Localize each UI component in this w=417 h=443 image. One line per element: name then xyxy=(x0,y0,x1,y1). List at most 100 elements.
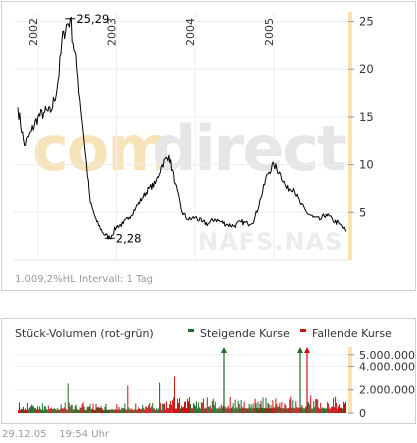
volume-bar xyxy=(158,408,160,413)
volume-bar xyxy=(79,407,81,413)
volume-bar xyxy=(254,398,256,413)
volume-bar xyxy=(244,408,246,413)
volume-bar xyxy=(122,408,124,413)
volume-bar xyxy=(102,409,104,413)
volume-bar xyxy=(245,408,247,413)
price-tick-25: 25 xyxy=(359,15,374,29)
volume-bar xyxy=(339,404,340,413)
volume-bar xyxy=(230,408,232,413)
overflow-arrow-icon xyxy=(221,347,227,353)
volume-bar xyxy=(185,401,186,413)
volume-bar xyxy=(317,399,319,413)
volume-bar xyxy=(263,408,265,413)
volume-bar xyxy=(23,406,24,413)
year-label-2005: 2005 xyxy=(263,18,276,46)
volume-bar xyxy=(87,406,89,413)
year-label-2003: 2003 xyxy=(105,18,118,46)
volume-bar xyxy=(279,402,281,413)
volume-bar xyxy=(45,408,47,413)
volume-bar xyxy=(314,407,316,413)
volume-bar xyxy=(271,408,273,413)
volume-bar xyxy=(214,401,216,413)
volume-bar xyxy=(90,409,92,413)
volume-bar xyxy=(310,395,312,413)
volume-bar xyxy=(93,410,95,413)
volume-bar xyxy=(301,405,303,413)
volume-bar xyxy=(340,407,341,413)
volume-bar xyxy=(27,409,29,413)
volume-bar xyxy=(29,406,31,413)
y-axis-bar xyxy=(348,12,352,260)
volume-bar xyxy=(106,410,108,413)
volume-bar xyxy=(194,406,196,413)
volume-bar xyxy=(170,400,172,413)
volume-bar xyxy=(239,408,241,413)
volume-bars xyxy=(18,376,346,413)
volume-bar xyxy=(198,407,200,413)
volume-bar xyxy=(257,401,259,413)
volume-bar xyxy=(53,408,55,413)
volume-bar xyxy=(58,409,60,413)
volume-bar xyxy=(98,407,100,413)
volume-bar xyxy=(21,408,22,413)
volume-bar xyxy=(43,406,45,413)
volume-bar xyxy=(130,408,132,413)
volume-bar xyxy=(241,406,243,413)
volume-bar xyxy=(341,407,342,413)
volume-bar xyxy=(101,408,103,413)
volume-bar xyxy=(332,406,334,413)
volume-bar xyxy=(256,408,258,413)
volume-bar xyxy=(240,400,242,413)
volume-bar xyxy=(274,407,276,413)
volume-bar xyxy=(70,404,72,413)
volume-bar xyxy=(197,402,199,413)
volume-bar xyxy=(264,408,266,413)
volume-bar xyxy=(330,408,332,413)
volume-bar xyxy=(285,405,287,413)
volume-bar xyxy=(247,408,249,413)
volume-bar xyxy=(320,402,322,413)
volume-bar xyxy=(268,404,270,413)
volume-bar xyxy=(60,404,62,413)
volume-bar xyxy=(109,409,111,413)
overflow-arrow-icon xyxy=(297,347,303,353)
volume-bar xyxy=(208,407,210,413)
volume-bar xyxy=(116,404,118,413)
volume-bar xyxy=(55,410,57,413)
volume-bar xyxy=(24,410,25,413)
volume-bar xyxy=(179,397,180,413)
volume-bar xyxy=(111,409,113,413)
volume-bar xyxy=(131,408,133,413)
volume-bar xyxy=(137,409,139,413)
volume-bar xyxy=(80,408,82,413)
volume-bar xyxy=(312,408,314,413)
volume-bar xyxy=(59,409,61,413)
volume-bar xyxy=(99,407,101,413)
volume-bar xyxy=(250,404,252,413)
volume-chart: Stück-Volumen (rot-grün) Steigende Kurse… xyxy=(14,327,415,420)
volume-bar xyxy=(229,396,231,413)
volume-bar xyxy=(251,408,253,413)
volume-bar xyxy=(190,403,191,413)
volume-bar xyxy=(186,408,187,413)
volume-bar xyxy=(61,408,63,413)
volume-bar xyxy=(74,405,76,413)
volume-bar xyxy=(273,407,275,413)
volume-bar xyxy=(243,401,245,413)
price-chart: com direct NAFS.NAS 2002 2003 2004 2005 … xyxy=(14,12,374,285)
watermark-direct: direct xyxy=(152,112,346,185)
volume-bar xyxy=(177,399,178,413)
volume-bar xyxy=(190,408,192,413)
volume-bar xyxy=(126,409,128,413)
volume-bar xyxy=(69,407,71,413)
volume-bar xyxy=(322,407,324,413)
volume-bar xyxy=(65,409,67,413)
volume-tick-0: 0 xyxy=(359,407,366,420)
volume-bar xyxy=(96,407,98,413)
volume-bar xyxy=(153,408,155,413)
volume-bar xyxy=(118,407,120,413)
volume-bar xyxy=(272,400,274,413)
volume-bar xyxy=(235,407,237,413)
volume-bar xyxy=(181,405,182,413)
volume-bar xyxy=(319,408,321,413)
